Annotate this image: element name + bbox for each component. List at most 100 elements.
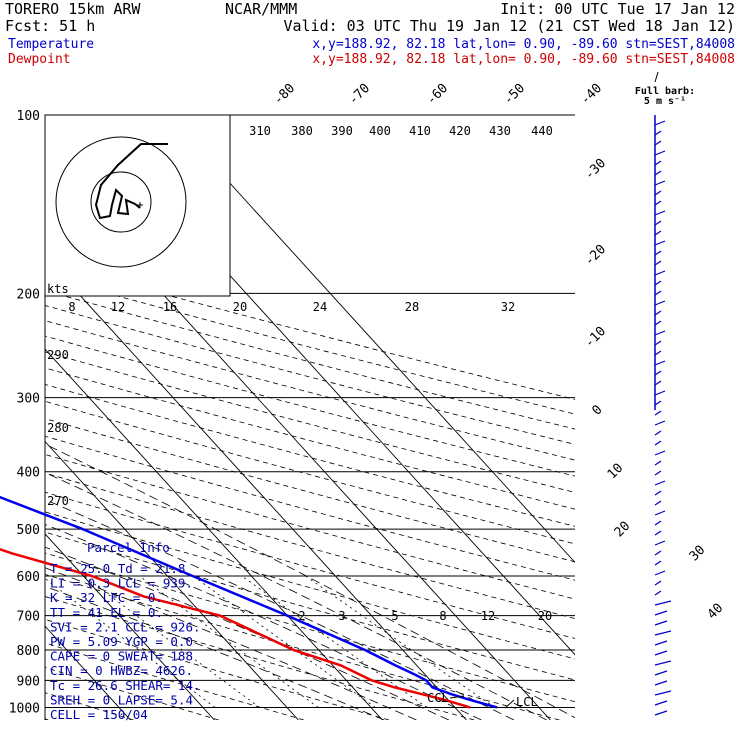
parcel-info-row: LI = 0.3 LCL = 939. — [50, 576, 193, 591]
pressure-tick-label: 900 — [17, 674, 40, 689]
wind-barb — [654, 700, 668, 706]
lcl-arrow — [504, 699, 515, 709]
moist-adiabat — [45, 499, 515, 720]
wind-barb — [654, 570, 666, 576]
mixing-ratio-label: 2 — [298, 609, 305, 623]
wind-barbs — [654, 115, 672, 716]
parcel-info-row: CAPE = 0 SWEAT= 188 — [50, 649, 193, 664]
isotherm-line — [45, 533, 215, 720]
barb-legend-title: Full barb: — [635, 86, 695, 97]
parcel-info-row: SREH = 0 LAPSE= 5.4 — [50, 692, 193, 707]
isotherm-line — [167, 115, 575, 564]
wind-barb — [654, 620, 668, 626]
wind-barb — [654, 410, 662, 416]
wind-barb — [654, 660, 672, 666]
isotherm-line — [45, 348, 383, 720]
hodograph-ring — [55, 136, 187, 268]
hodograph — [44, 114, 231, 297]
wind-barb — [654, 190, 662, 196]
temperature-legend: Temperature — [8, 37, 94, 52]
wind-barb — [654, 460, 662, 466]
isotherm-label: -40 — [578, 81, 605, 108]
pressure-tick-label: 500 — [17, 523, 40, 538]
wind-barb — [654, 500, 662, 506]
wind-barb — [654, 630, 672, 636]
wind-barb — [654, 490, 662, 496]
wind-barb — [654, 330, 666, 336]
wind-barb — [654, 710, 668, 716]
mixing-ratio-label: 12 — [481, 609, 495, 623]
wind-barb — [654, 120, 666, 126]
isotherm-label: 0 — [589, 402, 605, 418]
wind-barb — [654, 370, 662, 376]
theta-label: 390 — [331, 124, 353, 138]
isotherm-label: -80 — [271, 81, 298, 108]
wind-barb — [654, 260, 662, 266]
parcel-info-row: CIN = 0 HWBZ= 4626. — [50, 663, 193, 678]
wind-barb — [654, 560, 662, 566]
wind-barb — [654, 290, 662, 296]
hodograph-speed-label: 32 — [501, 300, 515, 314]
wind-barb — [654, 310, 662, 316]
wind-barb — [654, 380, 662, 386]
isotherm-label: -60 — [424, 81, 451, 108]
isotherm-label: -20 — [582, 242, 609, 269]
parcel-info-row: PW = 5.09 YGP = 0.0 — [50, 634, 193, 649]
barb-legend-unit: 5 m s⁻¹ — [644, 96, 686, 107]
org-label: NCAR/MMM — [225, 0, 297, 18]
wind-barb — [654, 650, 668, 656]
wind-barb — [654, 600, 672, 606]
wind-barb — [654, 240, 666, 246]
isotherm-line — [45, 256, 467, 720]
moist-adiabat — [45, 546, 449, 720]
isotherm-label: 10 — [605, 461, 627, 483]
dry-adiabat — [45, 596, 475, 720]
wind-barb — [654, 250, 662, 256]
pressure-tick-label: 800 — [17, 644, 40, 659]
isotherm-label: 20 — [612, 519, 634, 541]
wind-barb — [654, 200, 662, 206]
wind-barb — [654, 540, 666, 546]
dry-adiabat — [45, 472, 575, 619]
init-time: Init: 00 UTC Tue 17 Jan 12 — [500, 0, 735, 18]
theta-label: 430 — [489, 124, 511, 138]
mixing-ratio-label: 20 — [538, 609, 552, 623]
wind-barb — [654, 140, 662, 146]
isotherm-label: -50 — [501, 81, 528, 108]
wind-barb — [654, 210, 666, 216]
parcel-info-row: K = 32 LFC = 0. — [50, 590, 163, 605]
theta-e-label: 280 — [47, 421, 69, 435]
location-line-temp: x,y=188.92, 82.18 lat,lon= 0.90, -89.60 … — [312, 37, 735, 52]
dewpoint-legend: Dewpoint — [8, 52, 71, 67]
wind-barb — [654, 130, 662, 136]
isotherm-label: -30 — [582, 156, 609, 183]
wind-barb — [654, 280, 662, 286]
location-line-dew: x,y=188.92, 82.18 lat,lon= 0.90, -89.60 … — [312, 52, 735, 67]
parcel-info-title: Parcel Info — [87, 540, 170, 555]
theta-label: 400 — [369, 124, 391, 138]
wind-barb — [654, 360, 666, 366]
wind-barb — [654, 430, 662, 436]
moist-adiabat — [45, 472, 547, 720]
pressure-tick-label: 1000 — [9, 701, 40, 716]
moist-adiabat — [45, 586, 385, 720]
valid-time: Valid: 03 UTC Thu 19 Jan 12 (21 CST Wed … — [283, 17, 735, 35]
dry-adiabat — [45, 511, 575, 660]
theta-label: 440 — [531, 124, 553, 138]
hodograph-speed-label: 16 — [163, 300, 177, 314]
pressure-tick-label: 200 — [17, 287, 40, 302]
wind-barb — [654, 150, 666, 156]
isotherm-line — [45, 440, 299, 720]
pressure-tick-label: 300 — [17, 392, 40, 407]
wind-barb — [654, 640, 668, 646]
ccl-annotation: CCL — [427, 691, 449, 705]
wind-barb — [654, 420, 666, 426]
theta-e-label: 270 — [47, 494, 69, 508]
hodograph-ring — [90, 171, 152, 233]
wind-barb — [654, 590, 662, 596]
ccl-arrow — [449, 695, 465, 699]
parcel-info-row: Tc = 26.6 SHEAR= 14. — [50, 678, 201, 693]
wind-barb — [654, 340, 662, 346]
wind-barb — [654, 220, 662, 226]
wind-barb — [654, 400, 662, 406]
